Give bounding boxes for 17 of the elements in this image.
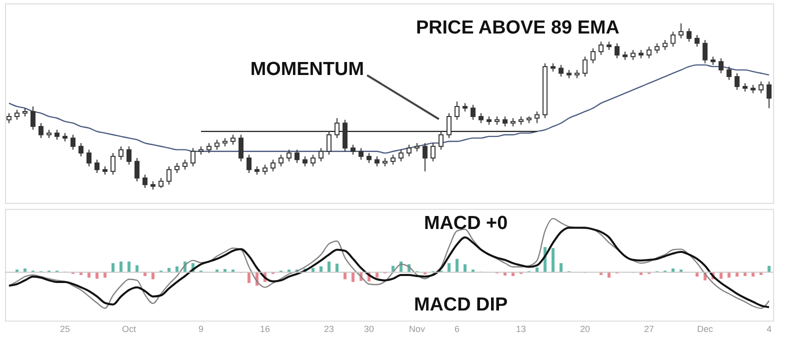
annotation: PRICE ABOVE 89 EMA <box>416 17 620 38</box>
x-tick-label: 9 <box>198 324 204 334</box>
x-tick-label: Dec <box>697 324 714 334</box>
x-tick-label: 6 <box>454 324 460 334</box>
x-tick-label: 30 <box>364 324 374 334</box>
x-tick-label: 4 <box>766 324 772 334</box>
x-tick-label: 13 <box>516 324 526 334</box>
x-tick-label: 25 <box>60 324 70 334</box>
annotation: MACD DIP <box>414 294 508 316</box>
x-tick-label: 23 <box>324 324 334 334</box>
annotation: MOMENTUM <box>250 59 364 80</box>
x-tick-label: 27 <box>644 324 654 334</box>
x-tick-label: 16 <box>260 324 270 334</box>
x-tick-label: Oct <box>122 324 136 334</box>
annotation: MACD +0 <box>424 212 508 234</box>
x-tick-label: 20 <box>580 324 590 334</box>
x-tick-label: Nov <box>409 324 426 334</box>
